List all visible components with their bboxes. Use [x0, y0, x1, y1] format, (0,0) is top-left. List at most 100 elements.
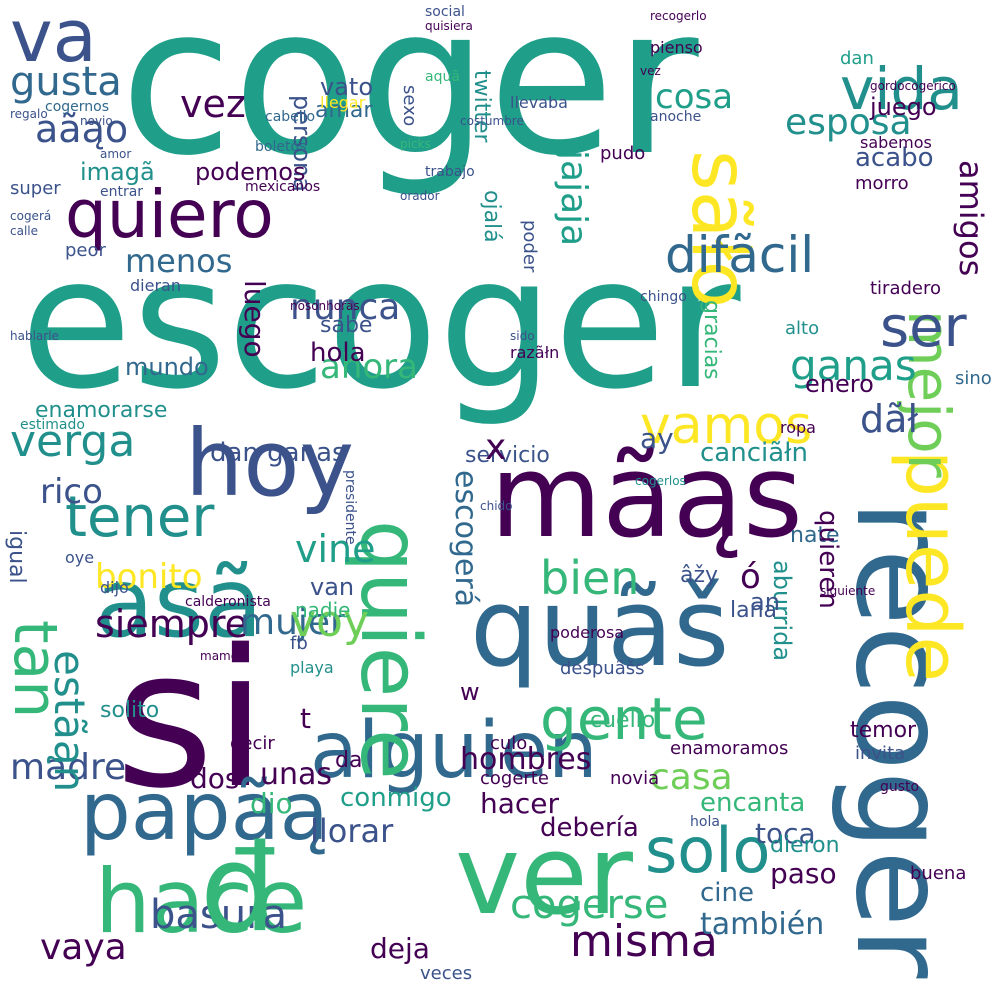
word-nunca: nunca — [290, 287, 401, 328]
word-bonito: bonito — [95, 557, 203, 597]
word-hacer: hacer — [480, 787, 560, 820]
word-unas: unas — [260, 757, 333, 792]
word-d-stroke: đ — [200, 820, 277, 959]
word-igual: igual — [4, 530, 29, 584]
word-asa: asã — [95, 547, 263, 659]
word-razon: razãłn — [510, 343, 560, 362]
word-poder: poder — [519, 220, 540, 273]
word-quas: quãš — [470, 566, 730, 691]
word-ganas: ganas — [790, 341, 917, 390]
word-escoger: escoger — [20, 217, 741, 429]
word-vaya: vaya — [40, 927, 127, 968]
word-basura: basura — [150, 892, 288, 938]
word-mujer: mujer — [240, 602, 345, 643]
word-dieron: dieron — [770, 833, 840, 858]
word-mundo: mundo — [125, 353, 209, 381]
word-recogerlo: recogerlo — [650, 9, 707, 23]
word-mejor: mejor — [895, 310, 963, 478]
word-novia: novia — [610, 768, 660, 789]
word-tener: tener — [65, 485, 215, 550]
word-picks: picks — [400, 137, 431, 151]
word-dieran: dieran — [130, 276, 181, 295]
word-quiero: quiero — [65, 176, 274, 253]
word-ver: ver — [455, 811, 633, 939]
word-hola: hola — [310, 338, 366, 368]
word-coger: coger — [120, 0, 699, 201]
word-super: super — [10, 178, 61, 199]
word-amor: amor — [100, 147, 132, 161]
word-quieren: quieren — [813, 510, 843, 609]
word-nadie: nadie — [295, 598, 351, 622]
word-oye: oye — [65, 548, 95, 567]
word-social: social — [425, 4, 465, 20]
word-dio: dio — [250, 787, 293, 820]
word-maas: mãąs — [490, 430, 803, 564]
word-despues: despuãšs — [560, 658, 645, 679]
word-dificil: difãcil — [665, 226, 815, 284]
word-culo: culo — [490, 733, 528, 754]
word-ojala: ojalá — [479, 190, 504, 243]
word-pienso: pienso — [650, 38, 703, 57]
word-t: t — [300, 702, 311, 735]
word-enero: enero — [805, 370, 874, 398]
word-peor: peor — [65, 240, 106, 261]
word-sabe: sabe — [320, 313, 373, 338]
word-puede: puede — [889, 450, 975, 682]
word-hola-small: hola — [690, 814, 720, 830]
word-vato: vato — [320, 73, 374, 101]
word-esposa: esposa — [785, 102, 912, 143]
word-aburrida: aburrida — [768, 560, 796, 662]
word-poderosa: poderosa — [550, 623, 625, 642]
word-menos: menos — [125, 242, 233, 280]
word-gusto: gusto — [880, 779, 920, 795]
word-estaan: estãąn — [45, 650, 94, 793]
word-deja: deja — [370, 932, 430, 965]
word-madre: madre — [10, 747, 127, 788]
word-twitter: twitter — [469, 70, 494, 143]
word-amar: amar — [315, 98, 373, 123]
word-tambien: también — [700, 907, 825, 942]
word-podemos: podemos — [195, 158, 306, 186]
word-encanta: encanta — [700, 788, 806, 818]
word-imaga: imagã — [80, 158, 155, 186]
word-acabo: acabo — [855, 143, 934, 173]
word-costumbre: costumbre — [460, 114, 524, 128]
word-amigos: amigos — [952, 160, 990, 277]
word-persona: persona — [288, 95, 316, 192]
word-gente: gente — [540, 685, 708, 753]
word-aqui: aquã — [425, 69, 460, 85]
word-cogera: cogerá — [10, 209, 52, 223]
word-escogera: escogerá — [448, 470, 483, 608]
word-cogerlos: cogerlos — [635, 474, 686, 488]
word-hace: hace — [95, 850, 308, 953]
word-regalo: regalo — [10, 107, 48, 121]
word-aaao: aãąo — [35, 107, 129, 151]
word-gordocogerico: gordocogerico — [870, 79, 956, 93]
word-invita: invita — [855, 743, 906, 764]
word-temor: temor — [850, 718, 917, 743]
word-ropa: ropa — [780, 418, 816, 437]
word-enamorarse: enamorarse — [35, 398, 168, 423]
word-da: da — [335, 748, 363, 773]
word-tan: tan — [0, 620, 70, 719]
word-calle: calle — [10, 224, 39, 238]
word-ahora: ahora — [320, 347, 418, 387]
word-vida: vida — [840, 55, 963, 123]
word-o: ó — [740, 557, 761, 597]
word-servicio: servicio — [465, 443, 550, 468]
word-hoy: hoy — [185, 410, 355, 517]
word-cancion: canciãłn — [700, 438, 809, 468]
word-llegar: llegar — [320, 93, 366, 112]
word-hablarle: hablarle — [10, 329, 59, 343]
word-deberia: debería — [540, 813, 639, 843]
word-si: si — [115, 609, 267, 830]
word-toca: toca — [755, 817, 816, 850]
word-morro: morro — [855, 173, 909, 194]
word-hombres: hombres — [460, 742, 592, 777]
word-lana: lana — [730, 598, 778, 623]
word-anoche: anoche — [650, 109, 702, 125]
word-pudo: pudo — [600, 143, 646, 164]
word-sino: sino — [955, 368, 992, 389]
word-misma: misma — [570, 916, 718, 967]
